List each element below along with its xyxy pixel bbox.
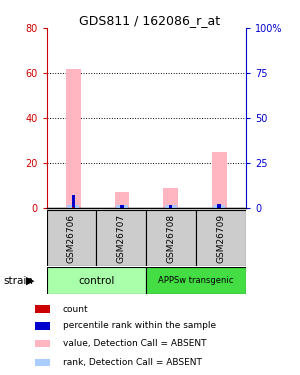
Bar: [115, 192, 129, 208]
Bar: [72, 207, 74, 208]
Text: GSM26708: GSM26708: [167, 214, 176, 263]
Bar: [169, 205, 172, 208]
Text: GSM26709: GSM26709: [217, 214, 226, 263]
Text: ▶: ▶: [26, 276, 34, 286]
Bar: [67, 206, 79, 208]
Bar: [66, 69, 81, 208]
Bar: [146, 267, 246, 294]
Bar: [96, 210, 146, 266]
Bar: [196, 210, 246, 266]
Text: GDS811 / 162086_r_at: GDS811 / 162086_r_at: [80, 14, 220, 27]
Bar: [116, 206, 128, 208]
Text: strain: strain: [3, 276, 33, 286]
Bar: [46, 267, 146, 294]
Bar: [218, 204, 221, 208]
Bar: [146, 210, 196, 266]
Bar: [35, 305, 50, 313]
Bar: [35, 322, 50, 330]
Text: control: control: [78, 276, 115, 286]
Text: value, Detection Call = ABSENT: value, Detection Call = ABSENT: [63, 339, 206, 348]
Bar: [163, 188, 178, 208]
Text: rank, Detection Call = ABSENT: rank, Detection Call = ABSENT: [63, 358, 202, 367]
Text: count: count: [63, 304, 88, 313]
Bar: [165, 206, 177, 208]
Text: APPSw transgenic: APPSw transgenic: [158, 276, 234, 285]
Bar: [120, 205, 124, 208]
Bar: [35, 340, 50, 347]
Text: GSM26706: GSM26706: [67, 214, 76, 263]
Text: percentile rank within the sample: percentile rank within the sample: [63, 321, 216, 330]
Bar: [213, 206, 225, 208]
Bar: [212, 152, 226, 208]
Bar: [35, 359, 50, 366]
Bar: [46, 210, 96, 266]
Text: GSM26707: GSM26707: [117, 214, 126, 263]
Bar: [71, 195, 75, 208]
